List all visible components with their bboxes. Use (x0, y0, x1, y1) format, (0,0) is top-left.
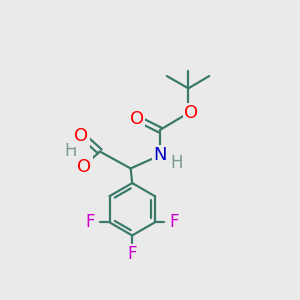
Text: F: F (169, 213, 179, 231)
Text: O: O (184, 104, 199, 122)
Text: H: H (171, 154, 183, 172)
Text: O: O (77, 158, 92, 176)
Text: O: O (74, 127, 88, 145)
Text: N: N (153, 146, 167, 164)
Text: O: O (130, 110, 144, 128)
Text: H: H (64, 142, 77, 160)
Text: F: F (85, 213, 95, 231)
Text: F: F (128, 245, 137, 263)
